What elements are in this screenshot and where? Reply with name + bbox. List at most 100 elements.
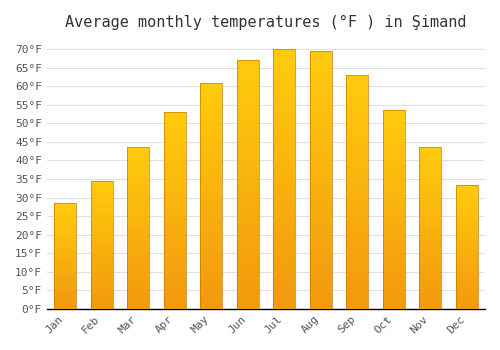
Bar xyxy=(346,281,368,285)
Bar xyxy=(456,301,477,304)
Bar xyxy=(200,83,222,309)
Bar xyxy=(54,262,76,264)
Bar xyxy=(420,180,441,183)
Bar xyxy=(456,291,477,294)
Bar xyxy=(236,125,258,130)
Bar xyxy=(164,230,186,234)
Bar xyxy=(236,219,258,224)
Bar xyxy=(164,116,186,120)
Bar xyxy=(383,142,404,146)
Bar xyxy=(420,199,441,202)
Bar xyxy=(200,282,222,286)
Bar xyxy=(127,180,149,183)
Bar xyxy=(90,240,112,242)
Bar xyxy=(346,234,368,239)
Bar xyxy=(236,170,258,175)
Bar xyxy=(90,271,112,273)
Bar xyxy=(164,285,186,289)
Bar xyxy=(456,224,477,227)
Bar xyxy=(420,286,441,289)
Bar xyxy=(420,173,441,176)
Bar xyxy=(346,155,368,159)
Bar xyxy=(164,148,186,152)
Bar xyxy=(127,234,149,238)
Bar xyxy=(383,217,404,222)
Bar xyxy=(54,298,76,300)
Bar xyxy=(54,264,76,266)
Bar xyxy=(236,214,258,219)
Bar xyxy=(456,249,477,252)
Bar xyxy=(310,303,332,309)
Bar xyxy=(236,110,258,115)
Bar xyxy=(346,108,368,113)
Bar xyxy=(54,214,76,216)
Bar xyxy=(456,281,477,284)
Bar xyxy=(346,304,368,309)
Bar xyxy=(310,113,332,118)
Bar xyxy=(346,89,368,94)
Bar xyxy=(127,212,149,215)
Bar xyxy=(200,300,222,304)
Bar xyxy=(164,242,186,246)
Bar xyxy=(127,193,149,196)
Bar xyxy=(90,273,112,275)
Bar xyxy=(420,215,441,218)
Bar xyxy=(200,254,222,259)
Bar xyxy=(236,279,258,284)
Bar xyxy=(236,90,258,95)
Bar xyxy=(346,113,368,117)
Bar xyxy=(200,110,222,114)
Bar xyxy=(164,120,186,124)
Bar xyxy=(164,159,186,163)
Bar xyxy=(420,276,441,280)
Bar xyxy=(383,257,404,261)
Bar xyxy=(346,159,368,164)
Bar xyxy=(90,181,112,183)
Bar xyxy=(420,189,441,193)
Bar xyxy=(346,122,368,127)
Bar xyxy=(456,214,477,217)
Bar xyxy=(164,155,186,159)
Bar xyxy=(54,205,76,207)
Bar xyxy=(310,252,332,257)
Bar xyxy=(420,154,441,157)
Bar xyxy=(236,274,258,279)
Bar xyxy=(164,273,186,277)
Bar xyxy=(310,87,332,92)
Bar xyxy=(90,278,112,281)
Bar xyxy=(236,140,258,145)
Bar xyxy=(54,279,76,281)
Bar xyxy=(273,226,295,231)
Bar xyxy=(127,264,149,267)
Bar xyxy=(127,154,149,157)
Bar xyxy=(90,247,112,250)
Bar xyxy=(273,278,295,283)
Bar xyxy=(127,302,149,306)
Bar xyxy=(90,286,112,288)
Bar xyxy=(164,266,186,270)
Bar xyxy=(456,257,477,259)
Bar xyxy=(310,257,332,262)
Bar xyxy=(200,150,222,155)
Bar xyxy=(127,170,149,173)
Bar xyxy=(90,237,112,240)
Bar xyxy=(420,209,441,212)
Bar xyxy=(90,217,112,219)
Bar xyxy=(54,256,76,258)
Bar xyxy=(127,173,149,176)
Bar xyxy=(346,257,368,262)
Bar xyxy=(54,247,76,250)
Bar xyxy=(236,165,258,170)
Bar xyxy=(346,211,368,215)
Bar xyxy=(54,237,76,239)
Bar xyxy=(383,277,404,281)
Bar xyxy=(456,199,477,202)
Bar xyxy=(273,143,295,148)
Bar xyxy=(164,277,186,281)
Bar xyxy=(456,254,477,257)
Bar xyxy=(346,75,368,80)
Bar xyxy=(273,153,295,158)
Bar xyxy=(200,273,222,277)
Bar xyxy=(456,289,477,291)
Bar xyxy=(164,210,186,215)
